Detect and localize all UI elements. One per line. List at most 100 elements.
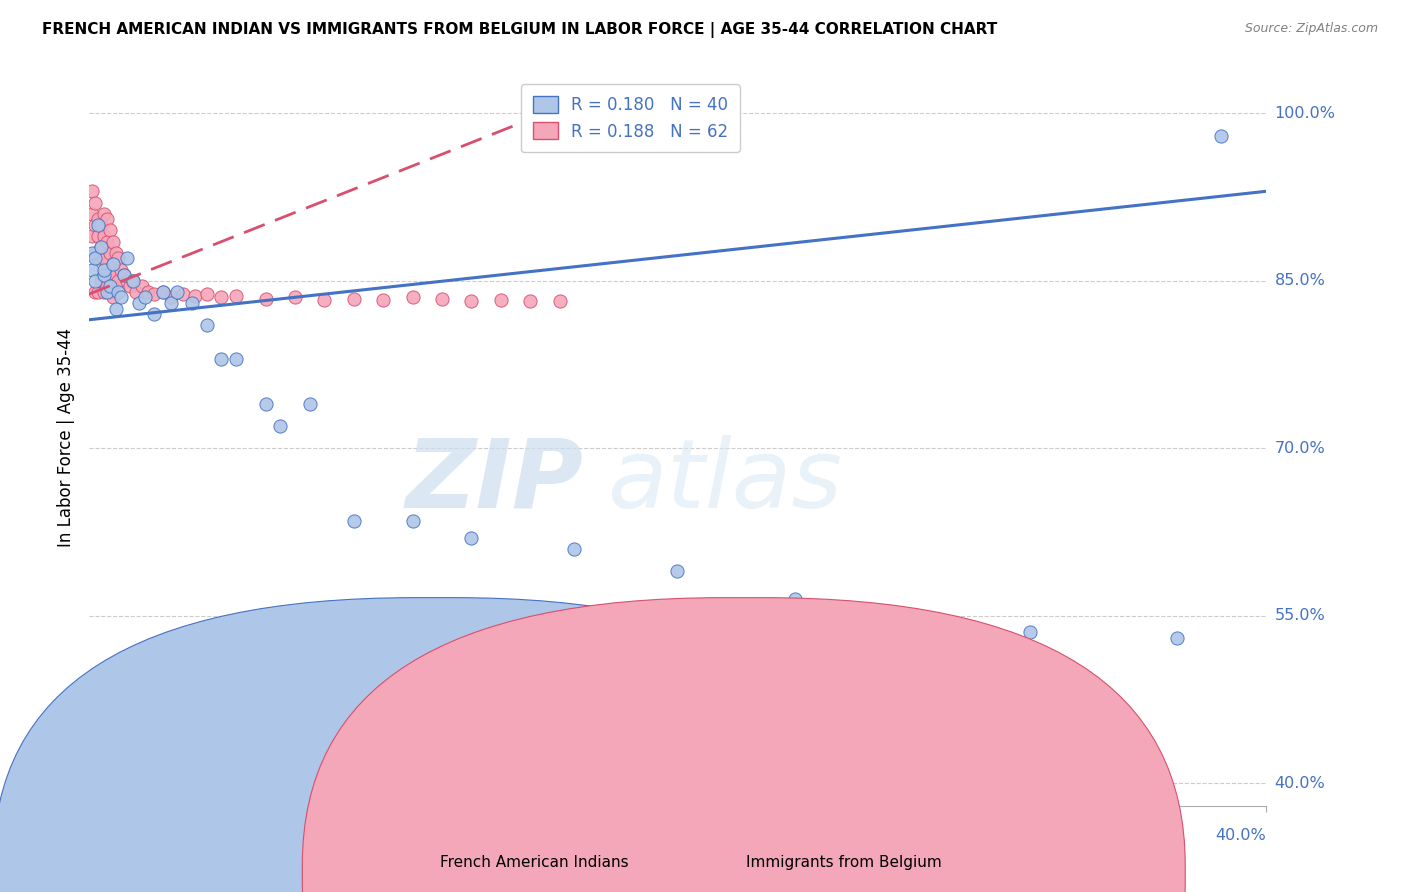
- Point: [93, 262, 115, 277]
- Point: [298, 396, 321, 410]
- Point: [87, 218, 110, 232]
- Point: [460, 293, 482, 308]
- Point: [93, 252, 115, 266]
- Point: [98, 268, 121, 282]
- Point: [1211, 128, 1233, 143]
- Point: [225, 351, 247, 366]
- Point: [254, 292, 277, 306]
- Point: [101, 257, 124, 271]
- Text: Immigrants from Belgium: Immigrants from Belgium: [745, 855, 942, 870]
- Point: [87, 285, 110, 299]
- Point: [373, 293, 395, 307]
- Point: [122, 274, 145, 288]
- Point: [84, 245, 107, 260]
- Point: [98, 245, 121, 260]
- Point: [401, 290, 423, 304]
- Point: [117, 274, 139, 288]
- Point: [142, 307, 165, 321]
- Point: [80, 207, 103, 221]
- Point: [460, 531, 482, 545]
- Point: [269, 418, 291, 433]
- Point: [120, 279, 142, 293]
- Point: [430, 292, 453, 306]
- Point: [93, 285, 115, 299]
- Point: [112, 268, 135, 282]
- Point: [134, 290, 156, 304]
- Point: [1166, 631, 1188, 645]
- Point: [90, 240, 112, 254]
- Point: [519, 293, 541, 308]
- Point: [195, 318, 218, 333]
- Point: [564, 541, 586, 556]
- Point: [142, 287, 165, 301]
- Point: [107, 252, 129, 266]
- Point: [84, 285, 107, 299]
- Point: [93, 207, 115, 221]
- Point: [1019, 625, 1042, 640]
- Point: [184, 289, 207, 303]
- Point: [901, 608, 924, 623]
- Point: [548, 293, 571, 308]
- Point: [125, 285, 148, 299]
- Point: [160, 290, 183, 304]
- Point: [181, 296, 204, 310]
- Point: [666, 564, 689, 578]
- Point: [87, 212, 110, 227]
- Point: [80, 185, 103, 199]
- Point: [90, 240, 112, 254]
- Point: [284, 290, 307, 304]
- Text: 85.0%: 85.0%: [1274, 273, 1326, 288]
- Point: [314, 293, 336, 307]
- Point: [783, 591, 806, 606]
- Point: [117, 252, 139, 266]
- Point: [90, 274, 112, 288]
- Text: atlas: atlas: [607, 434, 842, 528]
- Point: [101, 235, 124, 249]
- Point: [98, 279, 121, 293]
- Point: [110, 262, 132, 277]
- Point: [87, 252, 110, 266]
- Point: [152, 285, 174, 299]
- Text: French American Indians: French American Indians: [440, 855, 628, 870]
- Point: [84, 218, 107, 232]
- Point: [112, 268, 135, 282]
- Point: [101, 279, 124, 293]
- Point: [195, 287, 218, 301]
- Point: [93, 229, 115, 244]
- Point: [96, 279, 118, 293]
- Point: [80, 245, 103, 260]
- Point: [343, 292, 366, 306]
- Point: [104, 301, 127, 316]
- Text: 40.0%: 40.0%: [1274, 776, 1326, 790]
- Legend: R = 0.180   N = 40, R = 0.188   N = 62: R = 0.180 N = 40, R = 0.188 N = 62: [520, 84, 740, 153]
- Point: [96, 212, 118, 227]
- Text: FRENCH AMERICAN INDIAN VS IMMIGRANTS FROM BELGIUM IN LABOR FORCE | AGE 35-44 COR: FRENCH AMERICAN INDIAN VS IMMIGRANTS FRO…: [42, 22, 997, 38]
- Text: ZIP: ZIP: [405, 434, 583, 528]
- Point: [96, 262, 118, 277]
- Point: [84, 252, 107, 266]
- Text: 55.0%: 55.0%: [1274, 608, 1326, 624]
- Point: [98, 285, 121, 299]
- Point: [343, 514, 366, 528]
- Point: [87, 229, 110, 244]
- Text: 100.0%: 100.0%: [1274, 105, 1336, 120]
- Point: [136, 285, 159, 299]
- Point: [172, 287, 194, 301]
- Point: [96, 285, 118, 299]
- Y-axis label: In Labor Force | Age 35-44: In Labor Force | Age 35-44: [58, 327, 75, 547]
- Text: 40.0%: 40.0%: [1215, 828, 1265, 843]
- Point: [128, 296, 150, 310]
- Point: [93, 268, 115, 282]
- Point: [166, 285, 188, 299]
- Point: [122, 274, 145, 288]
- Text: Source: ZipAtlas.com: Source: ZipAtlas.com: [1244, 22, 1378, 36]
- Point: [110, 290, 132, 304]
- Point: [80, 262, 103, 277]
- Point: [84, 195, 107, 210]
- Point: [209, 290, 232, 304]
- Point: [84, 274, 107, 288]
- Point: [152, 285, 174, 299]
- Point: [101, 257, 124, 271]
- Point: [104, 245, 127, 260]
- Point: [80, 229, 103, 244]
